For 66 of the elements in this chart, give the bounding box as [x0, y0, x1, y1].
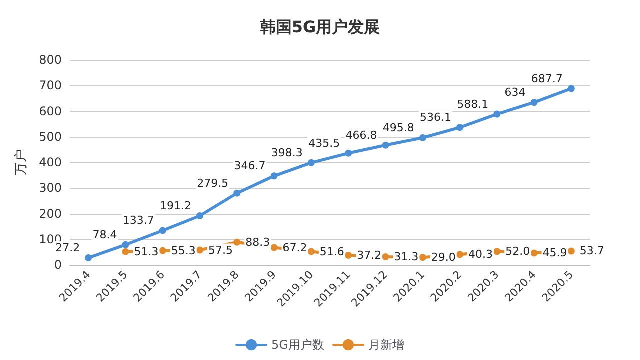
point [456, 124, 464, 132]
chart-title: 韩国5G用户发展 [258, 18, 380, 36]
point [382, 253, 390, 260]
y-tick-label: 200 [39, 206, 62, 221]
data-label: 31.3 [394, 250, 419, 264]
point [345, 150, 352, 157]
data-label: 51.3 [134, 245, 159, 258]
y-tick-label: 600 [39, 104, 62, 118]
point [345, 252, 352, 259]
data-label: 634 [504, 86, 526, 100]
point [456, 251, 464, 258]
point [568, 248, 575, 255]
data-label: 45.9 [542, 246, 568, 260]
point [122, 248, 130, 256]
data-label: 27.2 [56, 242, 80, 255]
point [159, 247, 166, 254]
legend-label: 月新增 [368, 338, 404, 352]
point [308, 159, 315, 166]
data-label: 67.2 [282, 241, 308, 254]
y-axis-title: 万户 [14, 150, 30, 176]
point [568, 85, 575, 92]
point [234, 190, 241, 197]
data-label: 346.7 [234, 160, 266, 173]
data-label: 279.5 [197, 176, 229, 190]
point [494, 110, 501, 118]
data-label: 52.0 [506, 245, 530, 258]
data-label: 37.2 [357, 248, 382, 262]
data-label: 51.6 [320, 245, 344, 258]
y-tick-label: 800 [39, 53, 62, 67]
point [270, 172, 278, 180]
y-tick-label: 500 [39, 130, 62, 144]
data-label: 191.2 [160, 200, 192, 213]
data-label: 435.5 [308, 136, 340, 150]
point [530, 250, 538, 257]
point [159, 227, 166, 234]
data-label: 536.1 [420, 111, 452, 124]
data-label: 88.3 [246, 236, 270, 249]
point [494, 248, 501, 256]
point [270, 244, 278, 252]
data-label: 588.1 [457, 98, 489, 111]
point [122, 241, 130, 248]
data-label: 687.7 [531, 72, 563, 86]
data-label: 133.7 [122, 214, 154, 228]
point [196, 212, 204, 220]
data-label: 57.5 [208, 244, 233, 257]
y-tick-label: 400 [39, 156, 62, 170]
data-label: 398.3 [271, 146, 303, 160]
data-label: 55.3 [171, 244, 196, 258]
data-label: 29.0 [431, 251, 456, 264]
point [530, 99, 538, 106]
legend-label: 5G用户数 [272, 338, 324, 352]
point [382, 142, 390, 149]
point [419, 134, 426, 142]
point [196, 246, 204, 254]
point [419, 254, 426, 262]
data-label: 466.8 [346, 128, 378, 142]
data-label: 40.3 [468, 248, 493, 262]
y-tick-label: 700 [39, 78, 62, 93]
point [85, 254, 92, 262]
point [308, 248, 315, 256]
data-label: 495.8 [382, 121, 414, 134]
y-tick-label: 300 [39, 181, 62, 196]
data-label: 78.4 [92, 228, 118, 242]
data-label: 53.7 [580, 244, 604, 258]
point [234, 238, 241, 246]
y-tick-label: 0 [54, 258, 62, 272]
